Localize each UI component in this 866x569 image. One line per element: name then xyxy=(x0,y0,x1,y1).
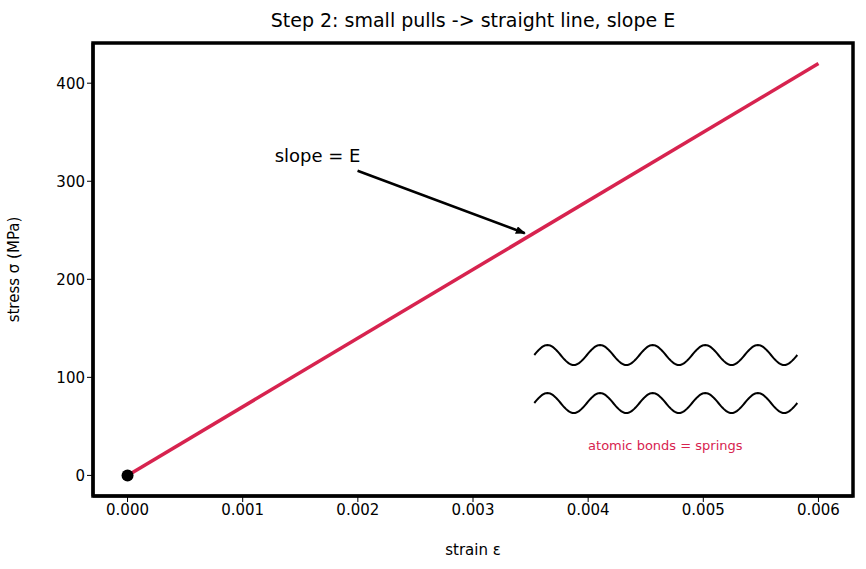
svg-text:0.005: 0.005 xyxy=(682,501,725,519)
svg-text:0.003: 0.003 xyxy=(452,501,495,519)
svg-text:0: 0 xyxy=(75,467,85,485)
svg-text:0.004: 0.004 xyxy=(567,501,610,519)
svg-text:slope = E: slope = E xyxy=(275,145,361,166)
html-text:Step 2: small pulls -> straigh: Step 2: small pulls -> straight line, sl… xyxy=(270,9,676,31)
svg-text:0.002: 0.002 xyxy=(336,501,379,519)
svg-text:0.000: 0.000 xyxy=(106,501,149,519)
svg-text:200: 200 xyxy=(56,271,85,289)
svg-text:strain ε: strain ε xyxy=(445,541,501,559)
svg-text:400: 400 xyxy=(56,75,85,93)
svg-text:300: 300 xyxy=(56,173,85,191)
svg-text:atomic bonds = springs: atomic bonds = springs xyxy=(588,438,743,453)
svg-text:stress σ (MPa): stress σ (MPa) xyxy=(5,217,23,323)
svg-text:0.006: 0.006 xyxy=(797,501,840,519)
svg-text:100: 100 xyxy=(56,369,85,387)
svg-text:0.001: 0.001 xyxy=(221,501,264,519)
